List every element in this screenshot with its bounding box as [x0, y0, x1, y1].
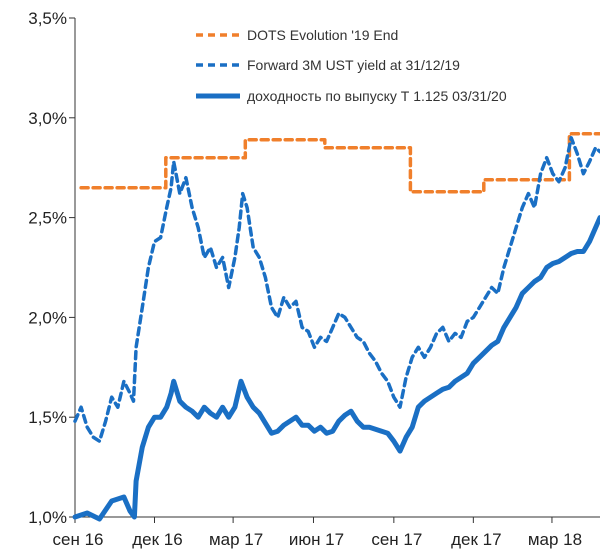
x-tick-label: сен 17 [371, 530, 422, 549]
x-tick-label: дек 16 [132, 530, 182, 549]
legend-label-forward: Forward 3M UST yield at 31/12/19 [247, 57, 460, 73]
x-tick-label: июн 17 [289, 530, 344, 549]
legend: DOTS Evolution '19 End Forward 3M UST yi… [196, 27, 507, 104]
y-tick-label: 2,0% [28, 308, 67, 327]
y-tick-label: 2,5% [28, 209, 67, 228]
series-layer [72, 132, 600, 522]
axes: 1,0% 1,5% 2,0% 2,5% 3,0% 3,5% сен 16 дек 16 мар … [28, 9, 600, 549]
y-tick-label: 3,5% [28, 9, 67, 28]
x-tick-label: сен 16 [53, 530, 104, 549]
series-yield-t1125 [72, 215, 600, 522]
series-dots-evolution [79, 132, 600, 194]
y-tick-label: 3,0% [28, 109, 67, 128]
y-tick-label: 1,5% [28, 408, 67, 427]
y-tick-label: 1,0% [28, 508, 67, 527]
x-tick-label: мар 18 [528, 530, 582, 549]
x-tick-label: дек 17 [451, 530, 501, 549]
legend-label-dots: DOTS Evolution '19 End [247, 27, 398, 43]
series-forward-3m-ust [73, 136, 600, 443]
legend-label-yield: доходность по выпуску Т 1.125 03/31/20 [247, 88, 507, 104]
x-tick-label: мар 17 [209, 530, 263, 549]
